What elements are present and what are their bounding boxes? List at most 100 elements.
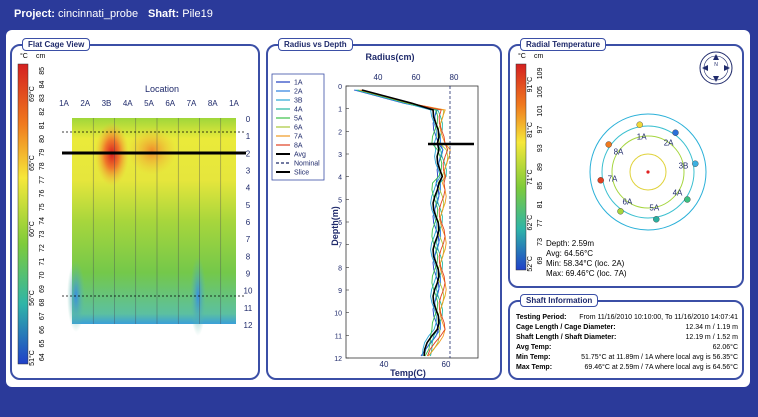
shaft-info-panel: Shaft Information Testing Period: From 11… bbox=[508, 294, 744, 380]
temp-scale-label: 56°C bbox=[28, 290, 36, 306]
radial-temp-title: Radial Temperature bbox=[520, 38, 607, 51]
sensor-point[interactable] bbox=[636, 121, 643, 128]
location-axis-label: Location bbox=[145, 84, 179, 94]
shaft-info-label: Testing Period: bbox=[516, 314, 567, 321]
sensor-point[interactable] bbox=[617, 208, 624, 215]
flat-cage-view[interactable]: °C cm 8584838281807978777675747372717069… bbox=[12, 46, 258, 378]
temp-scale-label: 65°C bbox=[28, 155, 36, 171]
depth-tick-label: 7 bbox=[246, 235, 251, 244]
plot-area bbox=[345, 85, 479, 359]
sensor-label: 2A bbox=[664, 139, 674, 148]
depth-text: Depth: 2.59m bbox=[546, 239, 594, 248]
depth-tick: 0 bbox=[338, 84, 342, 91]
radius-tick-label: 60 bbox=[412, 73, 421, 82]
depth-tick-label: 5 bbox=[246, 201, 251, 210]
shaft-info-label: Cage Length / Cage Diameter: bbox=[516, 324, 616, 331]
profile-line bbox=[353, 89, 444, 357]
radius-depth-chart[interactable]: 1A 2A 3B 4A 5A 6A 7A 8A Avg Nominal Slice Radius(c… bbox=[268, 46, 500, 378]
legend-label[interactable]: 5A bbox=[294, 116, 303, 123]
sensor-label: 5A bbox=[649, 204, 659, 213]
radial-temp-view[interactable]: °C cm 109 105 101 97 93 89 85 81 77 73 69 91°C 81°C… bbox=[510, 46, 742, 286]
min-text: Min: 58.34°C (loc. 2A) bbox=[546, 259, 625, 268]
legend-label[interactable]: Nominal bbox=[294, 161, 320, 168]
depth-tick: 8 bbox=[338, 265, 342, 272]
max-text: Max: 69.46°C (loc. 7A) bbox=[546, 269, 627, 278]
project-info: Project: cincinnati_probe bbox=[14, 8, 138, 20]
legend-label[interactable]: 7A bbox=[294, 134, 303, 141]
cm-scale-label: 74 bbox=[39, 217, 46, 225]
cm-scale-label: 67 bbox=[39, 312, 46, 320]
radial-color-bar bbox=[515, 63, 527, 271]
shaft-info: Shaft: Pile19 bbox=[148, 8, 213, 20]
legend-label[interactable]: 2A bbox=[294, 89, 303, 96]
cm-scale-label: 69 bbox=[39, 285, 46, 293]
sensor-point[interactable] bbox=[605, 141, 612, 148]
radial-unit-c: °C bbox=[518, 52, 526, 60]
shaft-info-label: Avg Temp: bbox=[516, 344, 552, 351]
temp-tick-label: 60 bbox=[442, 360, 451, 369]
depth-tick: 11 bbox=[335, 333, 342, 340]
sensor-point[interactable] bbox=[684, 196, 691, 203]
depth-tick-label: 0 bbox=[246, 115, 251, 124]
sensor-label: 6A bbox=[623, 198, 633, 207]
sensor-point[interactable] bbox=[692, 160, 699, 167]
legend-label[interactable]: 4A bbox=[294, 107, 303, 114]
cm-scale-label: 77 bbox=[39, 176, 46, 184]
legend-label[interactable]: Slice bbox=[294, 170, 309, 177]
center-dot bbox=[646, 170, 650, 174]
cm-scale-label: 81 bbox=[39, 121, 46, 129]
location-label: 4A bbox=[123, 99, 133, 108]
avg-text: Avg: 64.56°C bbox=[546, 249, 593, 258]
flat-cage-title: Flat Cage View bbox=[22, 38, 91, 51]
sensor-label: 3B bbox=[679, 162, 689, 171]
radius-depth-panel: Radius vs Depth 1A 2A 3B 4A 5A 6A 7A 8A Avg Nomin… bbox=[266, 38, 502, 380]
radius-tick-label: 40 bbox=[374, 73, 383, 82]
radial-temp-label: 81°C bbox=[526, 122, 534, 138]
sensor-point[interactable] bbox=[653, 216, 660, 223]
depth-tick-label: 9 bbox=[246, 270, 251, 279]
shaft-label: Shaft: bbox=[148, 8, 180, 20]
cm-scale-label: 68 bbox=[39, 299, 46, 307]
depth-tick-label: 4 bbox=[246, 184, 251, 193]
radial-temp-panel: Radial Temperature °C cm 109 105 101 97 93 89… bbox=[508, 38, 744, 288]
legend-label[interactable]: 6A bbox=[294, 125, 303, 132]
legend-label[interactable]: 3B bbox=[294, 98, 303, 105]
depth-tick-label: 8 bbox=[246, 252, 251, 261]
cm-scale-label: 85 bbox=[39, 67, 46, 75]
radial-cm-label: 81 bbox=[537, 200, 544, 208]
profile-line bbox=[361, 89, 444, 357]
shaft-info-row: Min Temp: 51.75°C at 11.89m / 1A where lo… bbox=[516, 354, 738, 361]
depth-tick-label: 10 bbox=[244, 287, 253, 296]
radial-temp-label: 62°C bbox=[526, 215, 534, 231]
depth-tick-label: 2 bbox=[246, 149, 251, 158]
sensor-point[interactable] bbox=[597, 177, 604, 184]
temp-scale-label: 69°C bbox=[28, 86, 36, 102]
compass-icon[interactable]: N bbox=[699, 51, 733, 85]
depth-tick-label: 3 bbox=[246, 167, 251, 176]
radial-cm-label: 93 bbox=[537, 144, 544, 152]
legend-label[interactable]: 8A bbox=[294, 143, 303, 150]
cm-scale-label: 72 bbox=[39, 244, 46, 252]
radial-cm-label: 85 bbox=[537, 182, 544, 190]
radius-depth-title: Radius vs Depth bbox=[278, 38, 353, 51]
temp-scale-label: 60°C bbox=[28, 221, 36, 237]
radial-temp-label: 71°C bbox=[526, 169, 534, 185]
profile-line bbox=[354, 89, 444, 357]
svg-text:N: N bbox=[714, 62, 718, 68]
flat-cage-panel: Flat Cage View bbox=[10, 38, 260, 380]
sensor-point[interactable] bbox=[672, 129, 679, 136]
shaft-info-value: 12.34 m / 1.19 m bbox=[685, 324, 738, 331]
outer-ring bbox=[589, 113, 707, 231]
warm-spot bbox=[128, 127, 176, 175]
shaft-info-value: 12.19 m / 1.52 m bbox=[685, 334, 738, 341]
cm-scale-label: 64 bbox=[39, 353, 46, 361]
profile-line bbox=[356, 89, 447, 357]
legend-label[interactable]: Avg bbox=[294, 152, 306, 159]
cm-scale-label: 80 bbox=[39, 135, 46, 143]
radius-axis-label: Radius(cm) bbox=[365, 52, 414, 62]
radial-cm-label: 101 bbox=[537, 105, 544, 117]
profile-line bbox=[355, 89, 441, 357]
inner-ring bbox=[629, 153, 667, 191]
legend-label[interactable]: 1A bbox=[294, 80, 303, 87]
shaft-info-row: Avg Temp: 62.06°C bbox=[516, 344, 738, 351]
